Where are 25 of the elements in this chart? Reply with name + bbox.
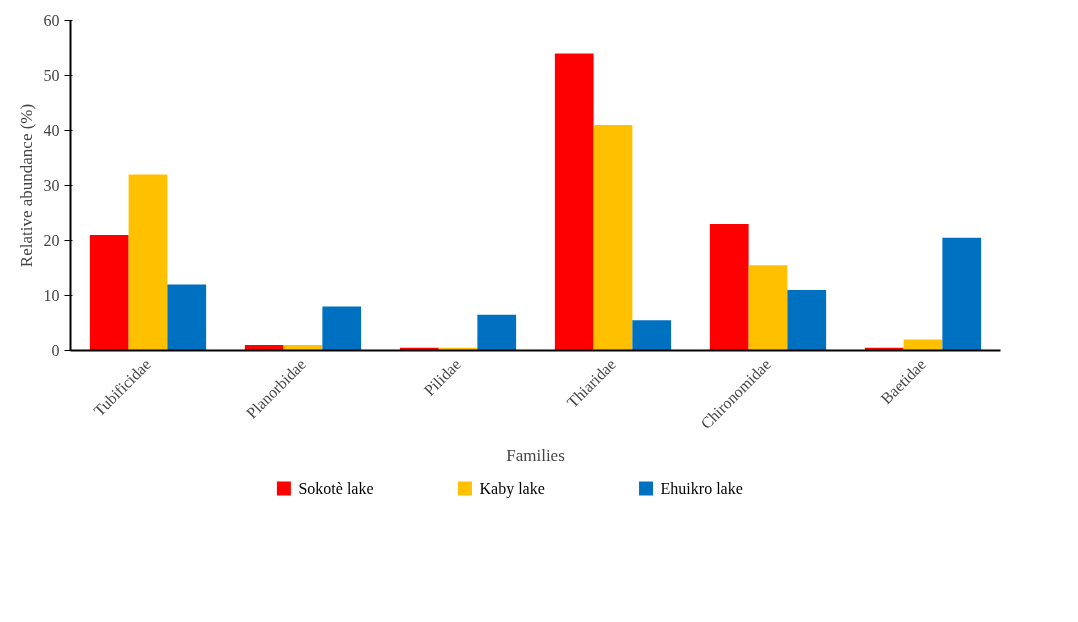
bar (128, 174, 168, 351)
legend-label: Kaby lake (479, 480, 545, 498)
y-axis-title: Relative abundance (%) (16, 103, 36, 268)
bar (554, 53, 594, 351)
y-tick-label: 10 (43, 287, 60, 304)
y-tick-label: 40 (43, 122, 60, 139)
x-axis-title: Families (506, 446, 565, 466)
legend-label: Sokotè lake (298, 480, 374, 497)
bar (477, 314, 517, 351)
y-tick-label: 20 (43, 232, 60, 249)
y-tick-label: 60 (43, 12, 60, 29)
y-tick-label: 50 (43, 67, 60, 84)
bar (709, 224, 749, 351)
bar (787, 290, 827, 351)
bar (167, 284, 207, 351)
legend-label: Ehuikro lake (660, 480, 743, 497)
bar (748, 265, 788, 351)
bar (89, 235, 129, 351)
bar (244, 345, 284, 351)
y-tick-label: 30 (43, 177, 60, 194)
bar (322, 306, 362, 351)
bar (632, 320, 672, 351)
bar (942, 237, 982, 351)
bar (593, 125, 633, 351)
y-tick-label: 0 (51, 342, 60, 359)
